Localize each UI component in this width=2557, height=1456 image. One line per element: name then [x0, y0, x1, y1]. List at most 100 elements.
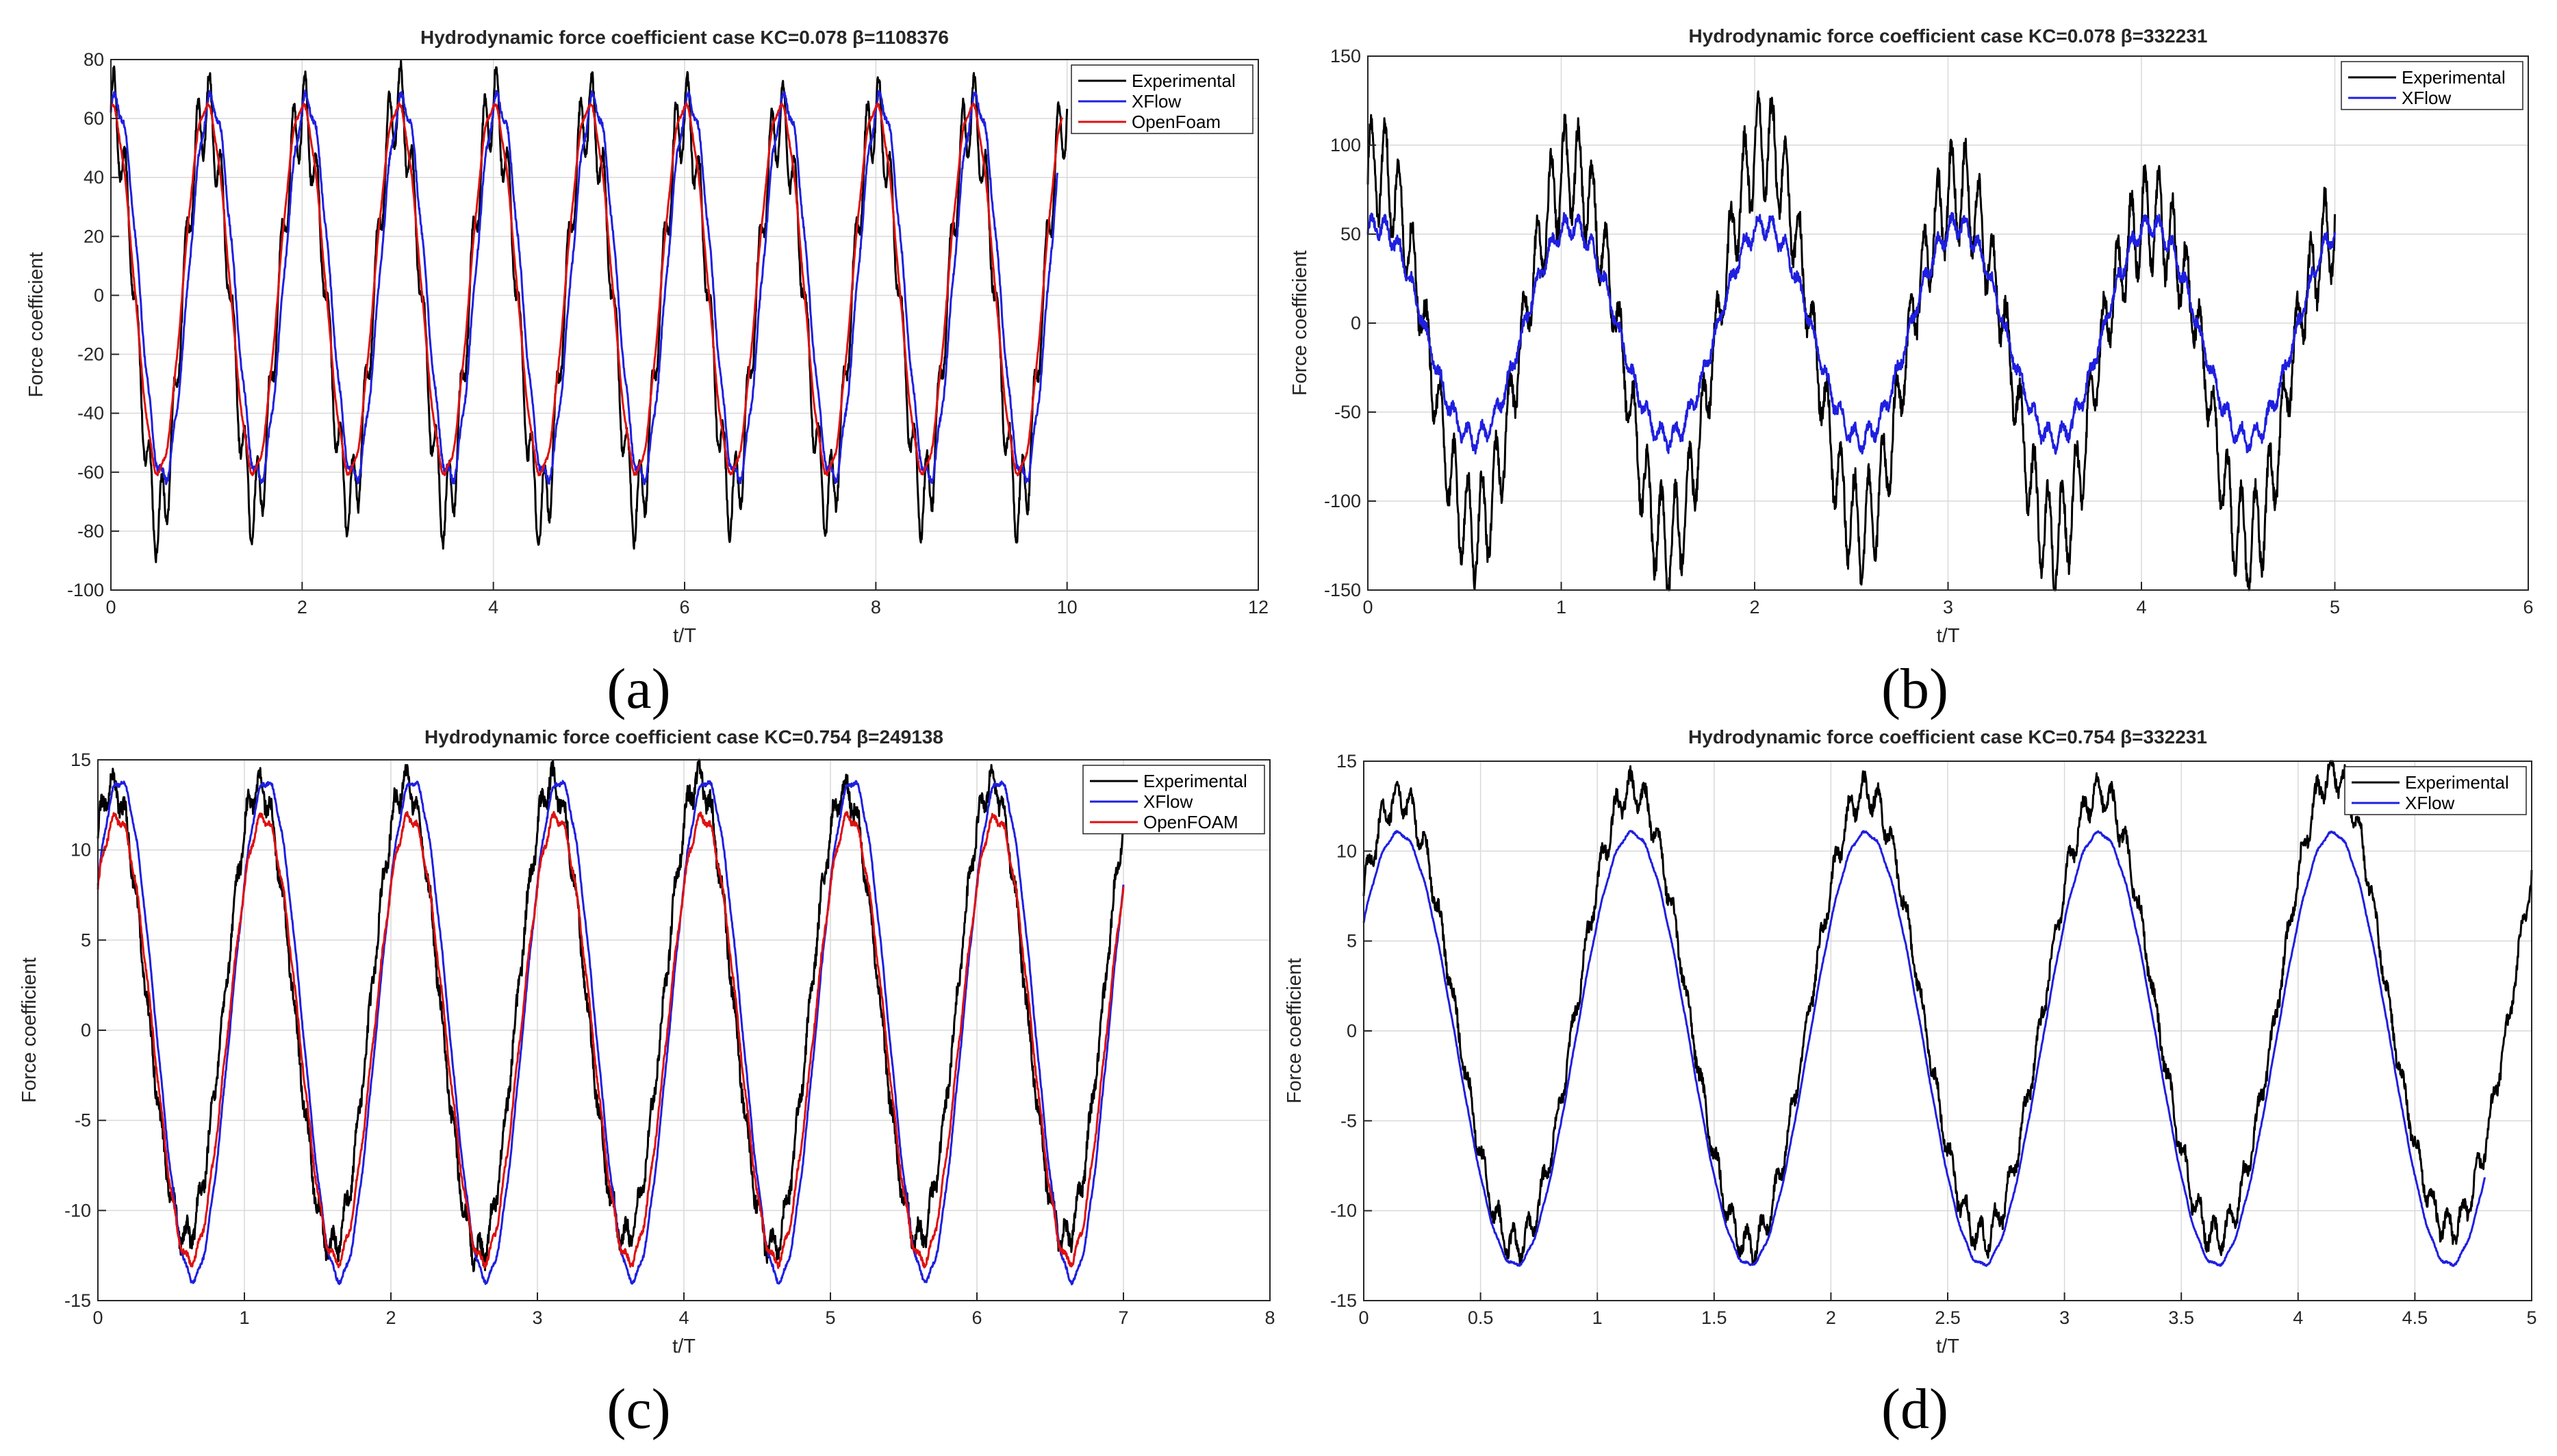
chart-panel-a: 0 2 4 6 8 10 12 -100 -80 -60 -40 -20 0 20 40 60 80 Hydrod…	[25, 27, 1269, 647]
y-tick-label: -50	[1334, 402, 1361, 422]
y-tick-label: 60	[84, 108, 104, 129]
y-tick-label: -100	[1324, 491, 1361, 511]
y-tick-label: -60	[77, 462, 104, 483]
y-tick-label: 10	[71, 840, 91, 860]
x-tick-label: 2	[385, 1307, 396, 1328]
y-tick-label: 0	[1347, 1021, 1357, 1041]
y-tick-label: 0	[1351, 313, 1361, 333]
y-axis-label: Force coefficient	[18, 958, 40, 1103]
y-tick-label: -15	[64, 1290, 91, 1311]
x-axis-label: t/T	[672, 1336, 696, 1357]
x-tick-label: 4.5	[2402, 1307, 2428, 1328]
series-line-xflow	[1362, 830, 2486, 1267]
x-tick-label: 2	[297, 597, 307, 617]
x-tick-label: 12	[1248, 597, 1269, 617]
y-tick-label: 15	[71, 750, 91, 770]
x-tick-label: 5	[2526, 1307, 2536, 1328]
x-tick-label: 6	[679, 597, 689, 617]
series-line-openfoam	[97, 810, 1125, 1269]
x-tick-label: 6	[971, 1307, 982, 1328]
x-tick-label: 0	[92, 1307, 103, 1328]
chart-title: Hydrodynamic force coefficient case KC=0…	[1688, 726, 2207, 748]
x-tick-label: 1	[1592, 1307, 1603, 1328]
y-tick-label: -5	[75, 1110, 91, 1131]
x-axis-label: t/T	[673, 625, 696, 647]
caption-a: (a)	[607, 657, 671, 721]
caption-b: (b)	[1881, 657, 1948, 721]
x-tick-label: 6	[2523, 597, 2533, 617]
y-tick-label: 15	[1336, 751, 1357, 771]
x-tick-label: 4	[678, 1307, 689, 1328]
chart-panel-b: 0 1 2 3 4 5 6 -150 -100 -50 0 50 100 150 Hydrodynamic …	[1289, 25, 2534, 647]
chart-panel-d: 0 0.5 1 1.5 2 2.5 3 3.5 4 4.5 5 -15 -10 -5 0 5 10 15 Hydro…	[1284, 726, 2537, 1357]
legend-label: Experimental	[1143, 771, 1247, 791]
y-tick-label: -20	[77, 344, 104, 365]
y-tick-label: -40	[77, 403, 104, 424]
x-tick-label: 2	[1749, 597, 1759, 617]
legend-label: XFlow	[1143, 791, 1193, 812]
y-tick-label: -5	[1340, 1110, 1357, 1131]
x-tick-label: 4	[2136, 597, 2146, 617]
legend-label: OpenFOAM	[1143, 812, 1238, 832]
chart-panel-c: 0 1 2 3 4 5 6 7 8 -15 -10 -5 0 5 10 15 Hydrodynamic forc…	[18, 726, 1275, 1357]
y-tick-label: 50	[1340, 224, 1361, 244]
chart-title: Hydrodynamic force coefficient case KC=0…	[420, 27, 949, 48]
legend-label: XFlow	[1132, 91, 1181, 112]
x-tick-label: 2.5	[1935, 1307, 1961, 1328]
chart-title: Hydrodynamic force coefficient case KC=0…	[424, 726, 943, 748]
legend-label: Experimental	[2405, 772, 2509, 793]
y-tick-label: -100	[67, 580, 104, 600]
caption-d: (d)	[1881, 1377, 1948, 1441]
x-tick-label: 7	[1118, 1307, 1128, 1328]
y-tick-label: 80	[84, 49, 104, 70]
y-tick-label: -15	[1330, 1290, 1357, 1311]
x-tick-label: 5	[825, 1307, 835, 1328]
x-tick-label: 2	[1826, 1307, 1836, 1328]
x-tick-label: 5	[2330, 597, 2340, 617]
x-tick-label: 0	[105, 597, 116, 617]
x-tick-label: 8	[871, 597, 881, 617]
legend-label: OpenFoam	[1132, 112, 1221, 132]
x-axis-label: t/T	[1937, 625, 1960, 647]
y-tick-label: 150	[1330, 46, 1361, 66]
y-tick-label: 40	[84, 167, 104, 188]
y-axis-label: Force coefficient	[25, 252, 47, 397]
y-tick-label: 0	[81, 1020, 91, 1040]
series-line-xflow	[97, 780, 1125, 1286]
x-tick-label: 3	[532, 1307, 542, 1328]
x-tick-label: 4	[2293, 1307, 2303, 1328]
y-tick-label: -10	[1330, 1201, 1357, 1221]
x-tick-label: 3	[1943, 597, 1953, 617]
x-tick-label: 8	[1264, 1307, 1275, 1328]
x-tick-label: 4	[488, 597, 498, 617]
x-tick-label: 10	[1057, 597, 1078, 617]
x-tick-label: 3.5	[2168, 1307, 2194, 1328]
x-tick-label: 1	[1556, 597, 1566, 617]
legend-box	[2344, 766, 2527, 815]
x-axis-label: t/T	[1936, 1336, 1959, 1357]
series-line-xflow	[110, 89, 1059, 485]
y-tick-label: -150	[1324, 580, 1361, 600]
y-tick-label: 20	[84, 226, 104, 246]
legend-label: Experimental	[2402, 67, 2506, 88]
caption-c: (c)	[607, 1377, 671, 1441]
chart-title: Hydrodynamic force coefficient case KC=0…	[1689, 25, 2208, 47]
x-tick-label: 1	[239, 1307, 249, 1328]
legend-label: XFlow	[2402, 88, 2451, 108]
y-tick-label: 5	[81, 930, 91, 950]
legend-label: Experimental	[1132, 71, 1236, 91]
x-tick-label: 1.5	[1701, 1307, 1727, 1328]
series-line-experimental	[1362, 760, 2533, 1266]
series-line-openfoam	[110, 102, 1064, 476]
x-tick-label: 3	[2059, 1307, 2070, 1328]
series-line-xflow	[1366, 212, 2336, 455]
legend-label: XFlow	[2405, 793, 2454, 813]
y-tick-label: -10	[64, 1200, 91, 1221]
x-tick-label: 0	[1358, 1307, 1369, 1328]
legend-box	[2341, 61, 2523, 110]
